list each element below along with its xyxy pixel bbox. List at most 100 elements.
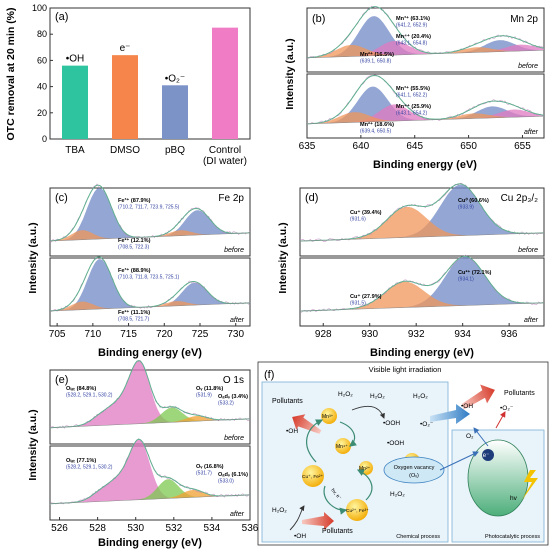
panel-b-frame-before xyxy=(306,7,545,73)
pb-peak-fill xyxy=(307,45,544,58)
pc-peak-positions: (708.5, 721.7) xyxy=(118,317,149,323)
pd-peak-label: Cu⁰ (60.6%) xyxy=(458,197,489,204)
pe-peak-positions: (533.2) xyxy=(218,401,234,407)
label-pollutants-tl: Pollutants xyxy=(272,398,303,405)
pb-peak-positions: (639.1, 650.8) xyxy=(360,59,391,65)
cycle-arrow-2 xyxy=(339,421,357,447)
panel-b-curves xyxy=(306,5,545,125)
pd-peak-fill xyxy=(300,184,544,241)
panel-c-curves xyxy=(49,183,251,313)
pd-peak-label: Cu²⁺ (72.1%) xyxy=(458,269,492,276)
pe-peak-positions: (533.0) xyxy=(218,479,234,485)
label-ooh-1: •OOH xyxy=(383,420,400,427)
pc-peak-label: Fe³⁺ (88.9%) xyxy=(118,267,151,274)
panel-a-ytick-label: 40 xyxy=(37,82,47,92)
panel-a-ytick-label: 100 xyxy=(32,3,47,13)
panel-a-xtick-label: TBA xyxy=(65,145,85,156)
pd-peak-label: Cu⁺ (39.4%) xyxy=(350,209,382,216)
pe-xtick-label: 532 xyxy=(165,523,182,534)
pd-peak-positions: (933.9) xyxy=(458,205,474,211)
panel-a-xtick-label: DMSO xyxy=(110,145,140,156)
arrow-h2o2-bottom xyxy=(289,505,305,531)
label-pollutants-tr: Pollutants xyxy=(504,390,535,397)
pe-peak-fill xyxy=(50,479,250,504)
pd-peak-positions: (931.5) xyxy=(350,301,366,307)
label-photocatalytic-process: Photocatalytic process xyxy=(485,534,540,540)
pd-baseline xyxy=(299,232,545,242)
panel-e-o1s: (e) O 1s Intensity (a.u.) Binding energy… xyxy=(27,359,259,549)
panel-d-before-label: before xyxy=(518,247,538,254)
panel-e-frame-before xyxy=(49,369,251,445)
pb-xtick-label: 655 xyxy=(514,141,531,152)
pb-peak-label: Mn³⁺ (63.1%) xyxy=(396,15,430,22)
pe-peak-positions: (531.7) xyxy=(196,471,212,477)
panel-d-frame-after xyxy=(299,257,545,327)
pc-peak-positions: (710.2, 711.7, 723.9, 725.5) xyxy=(118,205,180,211)
panel-d-title: Cu 2p₃/₂ xyxy=(501,193,539,204)
pc-baseline xyxy=(49,232,251,242)
pd-peak-label: Cu⁺ (27.9%) xyxy=(350,293,382,300)
scheme-title: Visible light irradiation xyxy=(369,365,442,374)
panel-e-ylabel: Intensity (a.u.) xyxy=(27,409,39,480)
panel-c-peak-labels: Fe³⁺ (87.9%)(710.2, 711.7, 723.9, 725.5)… xyxy=(118,197,180,323)
panel-e-before-label: before xyxy=(224,435,244,442)
cycle-arrow-1 xyxy=(306,419,324,463)
label-mn4: Mn⁴⁺ xyxy=(336,444,348,450)
cycle-arrow-3 xyxy=(323,485,348,515)
panel-b-peak-labels: Mn³⁺ (63.1%)(641.2, 652.9)Mn⁴⁺ (20.4%)(6… xyxy=(360,15,431,135)
panel-a-ytick-label: 80 xyxy=(37,29,47,39)
panel-b-xticks: 635 640 645 650 655 xyxy=(299,135,531,152)
pc-peak-label: Fe³⁺ (87.9%) xyxy=(118,197,151,204)
pe-peak-fill xyxy=(50,360,250,428)
pe-peak-label: Oₐdₛ (3.4%) xyxy=(218,394,248,400)
panel-c-frame-after xyxy=(49,257,251,327)
panel-b-ylabel: Intensity (a.u.) xyxy=(284,38,296,109)
pc-peak-fill xyxy=(50,188,250,241)
panel-a-bars xyxy=(62,27,238,139)
pd-xtick-label: 932 xyxy=(408,329,425,340)
pb-baseline xyxy=(306,49,545,59)
panel-d-xlabel: Binding energy (eV) xyxy=(370,347,474,359)
panel-a-bar xyxy=(112,55,138,139)
pc-xtick-label: 715 xyxy=(120,329,137,340)
panel-e-tag: (e) xyxy=(55,374,68,386)
label-h2o2-3: H₂O₂ xyxy=(413,393,428,400)
panel-d-peak-labels: Cu⁰ (60.6%)(933.9) Cu⁺ (39.4%)(931.6) Cu²⁺… xyxy=(350,197,492,307)
panel-c-after-label: after xyxy=(230,317,245,324)
pb-xtick-label: 635 xyxy=(299,141,316,152)
panel-a-axes-frame xyxy=(49,7,251,140)
pb-peak-positions: (643.1, 654.8) xyxy=(396,41,427,47)
cu-fe-right-sphere xyxy=(346,499,368,521)
panel-c-ylabel: Intensity (a.u.) xyxy=(27,222,39,293)
blue-arrow-o2 xyxy=(430,404,470,424)
pc-peak-label: Fe²⁺ (12.1%) xyxy=(118,237,151,244)
pe-baseline xyxy=(49,494,251,504)
panel-c-frame-before xyxy=(49,187,251,257)
label-ov: (Oᵥ) xyxy=(409,473,419,479)
panel-b-before-label: before xyxy=(518,63,538,70)
label-h2o2-2: H₂O₂ xyxy=(370,393,385,400)
panel-d-cu2p: (d) Cu 2p₃/₂ Intensity (a.u.) Binding en… xyxy=(277,182,545,359)
pd-peak-fill xyxy=(300,256,544,311)
pe-peak-fill xyxy=(50,416,250,428)
panel-e-after-label: after xyxy=(230,511,245,518)
pe-xtick-label: 528 xyxy=(89,523,106,534)
label-hv: hv xyxy=(510,495,518,502)
label-o2: O₂ xyxy=(466,433,474,440)
pd-peak-positions: (931.6) xyxy=(350,217,366,223)
panel-b-mn2p: (b) Mn 2p Intensity (a.u.) Binding energ… xyxy=(284,5,545,171)
mn3-sphere xyxy=(321,408,337,424)
panel-e-frame-after xyxy=(49,445,251,521)
panel-b-title: Mn 2p xyxy=(510,14,538,25)
panel-c-fe2p: (c) Fe 2p Intensity (a.u.) Binding energ… xyxy=(27,183,251,359)
label-cu-fe-right: Cu²⁺, Fe³⁺ xyxy=(346,508,369,514)
panel-c-xlabel: Binding energy (eV) xyxy=(98,347,202,359)
pe-envelope xyxy=(50,360,251,429)
panel-e-xlabel: Binding energy (eV) xyxy=(98,537,202,549)
scheme-tag: (f) xyxy=(264,369,274,381)
arrow-o2-superoxide xyxy=(495,411,506,429)
label-mn2: Mn²⁺ xyxy=(359,466,371,472)
pb-peak-fill xyxy=(307,16,544,58)
panel-d-curves xyxy=(299,182,545,313)
